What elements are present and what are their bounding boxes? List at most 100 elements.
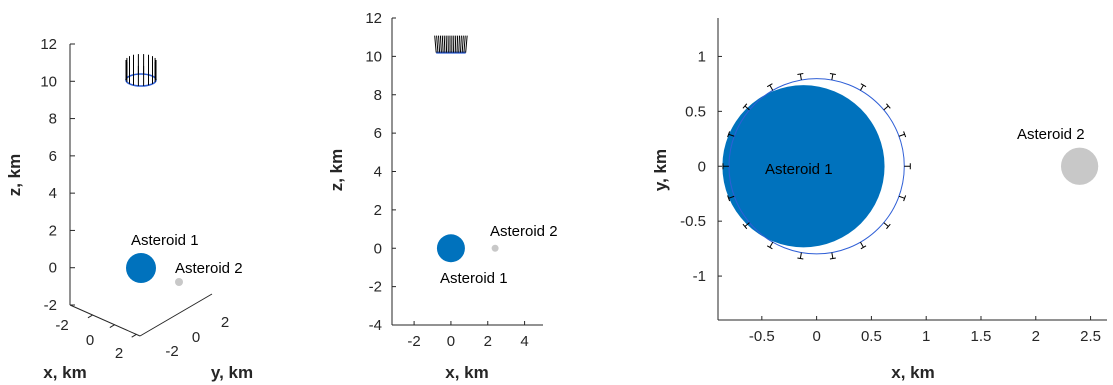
y-tick-label: 2 bbox=[374, 202, 382, 219]
x-axis-label: x, km bbox=[445, 363, 488, 382]
ring-circle bbox=[125, 73, 157, 87]
y-ticks: -2 0 2 bbox=[165, 314, 229, 360]
x-tick-label: 2 bbox=[115, 345, 123, 362]
x-axis-line bbox=[69, 304, 141, 337]
force-vector bbox=[769, 84, 774, 91]
y-axis-label: z, km bbox=[327, 149, 346, 192]
panel-xy: -1 -0.5 0 0.5 1 -0.5 0 0.5 1 1.5 2 2.5 y, km x, km… bbox=[651, 18, 1107, 382]
force-vector bbox=[898, 195, 905, 199]
force-vector bbox=[465, 35, 468, 53]
asteroid-1 bbox=[126, 253, 156, 283]
asteroid-2-label: Asteroid 2 bbox=[175, 260, 243, 277]
asteroid-1-label: Asteroid 1 bbox=[440, 270, 508, 287]
z-tick-label: 6 bbox=[49, 148, 57, 165]
asteroid-1 bbox=[436, 234, 465, 263]
x-tick-label: -0.5 bbox=[749, 328, 775, 345]
force-vector bbox=[461, 35, 464, 53]
x-axis-label: x, km bbox=[43, 363, 86, 382]
x-tick-label: 0.5 bbox=[861, 328, 882, 345]
asteroid-2 bbox=[175, 278, 183, 286]
z-tick-label: 10 bbox=[40, 73, 57, 90]
force-vector bbox=[434, 35, 437, 53]
force-vector-cap bbox=[829, 257, 836, 260]
y-tick-label: 1 bbox=[698, 48, 706, 65]
thrust-ring bbox=[722, 73, 911, 260]
force-vector bbox=[443, 35, 446, 53]
force-vector-cap bbox=[903, 131, 907, 138]
force-vector-cap bbox=[766, 83, 773, 88]
force-vector bbox=[831, 252, 834, 259]
force-vector bbox=[898, 133, 905, 137]
y-tick-label: 0.5 bbox=[685, 103, 706, 120]
y-tick-label: 8 bbox=[374, 87, 382, 104]
z-tick-label: 4 bbox=[49, 185, 57, 202]
x-ticks: -0.5 0 0.5 1 1.5 2 2.5 bbox=[749, 316, 1101, 345]
y-tick-label: 4 bbox=[374, 164, 382, 181]
z-axis-label: z, km bbox=[5, 154, 24, 197]
force-vector bbox=[458, 35, 461, 53]
x-tick-label: 2 bbox=[484, 333, 492, 350]
force-vector bbox=[831, 73, 834, 81]
panel-xz: -4 -2 0 2 4 6 8 10 12 -2 0 2 4 z, km x, km Asteroid… bbox=[327, 10, 558, 382]
force-vector bbox=[438, 35, 441, 53]
force-vector-cap bbox=[727, 131, 731, 138]
force-vector bbox=[441, 35, 444, 53]
force-vector-cap bbox=[727, 195, 731, 202]
force-vector bbox=[769, 241, 774, 248]
z-ticks: -2 0 2 4 6 8 10 12 bbox=[40, 36, 75, 314]
force-vector bbox=[439, 35, 442, 53]
asteroid-2-label: Asteroid 2 bbox=[1017, 126, 1085, 143]
y-tick-label: -2 bbox=[165, 343, 178, 360]
x-tick-label: 2 bbox=[1032, 328, 1040, 345]
force-vector bbox=[799, 73, 802, 81]
x-tick-label: 1 bbox=[922, 328, 930, 345]
x-ticks: -2 0 2 4 bbox=[407, 321, 529, 350]
force-vector-cap bbox=[860, 245, 867, 250]
thrust-ring bbox=[434, 35, 468, 54]
y-tick-label: -1 bbox=[693, 268, 706, 285]
y-axis-label: y, km bbox=[211, 363, 253, 382]
y-tick-label: 10 bbox=[365, 48, 382, 65]
y-tick-label: 2 bbox=[221, 314, 229, 331]
x-tick-label: 0 bbox=[447, 333, 455, 350]
asteroid-1-label: Asteroid 1 bbox=[131, 232, 199, 249]
asteroid-2 bbox=[1060, 147, 1099, 185]
x-tick-label: 4 bbox=[520, 333, 528, 350]
asteroid-1 bbox=[722, 85, 885, 248]
force-vector-cap bbox=[886, 223, 891, 230]
force-vector-cap bbox=[860, 83, 867, 88]
force-vector bbox=[728, 133, 735, 137]
x-tick-label: 2.5 bbox=[1080, 328, 1101, 345]
force-vector bbox=[799, 252, 802, 259]
force-vector bbox=[883, 105, 889, 111]
force-vector-cap bbox=[829, 73, 836, 76]
y-tick-label: 6 bbox=[374, 125, 382, 142]
force-vector bbox=[744, 222, 750, 227]
force-vector-cap bbox=[766, 245, 773, 250]
y-tick-label: 0 bbox=[374, 240, 382, 257]
y-ticks: -1 -0.5 0 0.5 1 bbox=[680, 48, 722, 285]
force-vector-cap bbox=[742, 223, 748, 230]
z-tick-label: -2 bbox=[44, 297, 57, 314]
thrust-ring bbox=[125, 54, 157, 87]
force-vector bbox=[436, 35, 439, 53]
asteroid-2-label: Asteroid 2 bbox=[490, 223, 558, 240]
z-tick-label: 2 bbox=[49, 222, 57, 239]
x-tick-label: 0 bbox=[812, 328, 820, 345]
asteroid-1-label: Asteroid 1 bbox=[765, 161, 833, 178]
force-vector bbox=[459, 35, 462, 53]
force-vector-cap bbox=[797, 73, 804, 76]
x-tick bbox=[87, 314, 94, 319]
x-tick bbox=[109, 324, 116, 328]
force-vector-cap bbox=[903, 195, 907, 202]
y-axis-label: y, km bbox=[651, 149, 670, 191]
z-tick-label: 12 bbox=[40, 36, 57, 53]
x-ticks: -2 0 2 bbox=[55, 314, 137, 362]
force-vector-cap bbox=[886, 103, 891, 109]
x-tick-label: 1.5 bbox=[971, 328, 992, 345]
force-vector bbox=[883, 222, 889, 227]
x-tick-label: -2 bbox=[55, 317, 68, 334]
force-vector-cap bbox=[797, 257, 804, 260]
x-tick-label: -2 bbox=[407, 333, 420, 350]
